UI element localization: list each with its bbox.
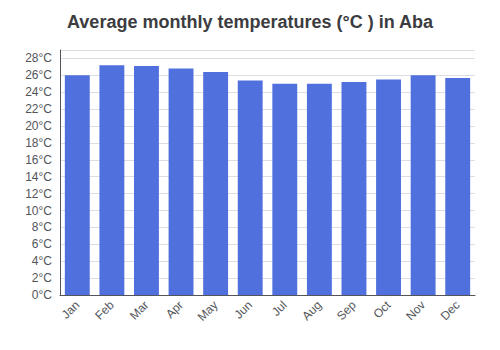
svg-text:Aug: Aug	[299, 298, 324, 323]
svg-text:May: May	[195, 298, 221, 324]
svg-text:2°C: 2°C	[32, 271, 52, 285]
svg-text:18°C: 18°C	[25, 136, 52, 150]
svg-text:4°C: 4°C	[32, 254, 52, 268]
svg-text:Average monthly temperatures (: Average monthly temperatures (°C ) in Ab…	[67, 12, 434, 32]
svg-text:8°C: 8°C	[32, 220, 52, 234]
svg-text:14°C: 14°C	[25, 170, 52, 184]
svg-text:Feb: Feb	[92, 298, 117, 323]
svg-text:Jan: Jan	[59, 298, 83, 322]
svg-text:Jun: Jun	[232, 298, 256, 322]
svg-text:6°C: 6°C	[32, 237, 52, 251]
svg-text:0°C: 0°C	[32, 288, 52, 302]
svg-text:22°C: 22°C	[25, 102, 52, 116]
svg-text:12°C: 12°C	[25, 187, 52, 201]
svg-text:Nov: Nov	[403, 298, 428, 323]
svg-text:Jul: Jul	[269, 298, 290, 319]
svg-text:16°C: 16°C	[25, 153, 52, 167]
svg-text:28°C: 28°C	[25, 51, 52, 65]
svg-text:Mar: Mar	[127, 298, 152, 322]
svg-text:24°C: 24°C	[25, 85, 52, 99]
svg-text:Oct: Oct	[370, 298, 394, 322]
svg-text:10°C: 10°C	[25, 204, 52, 218]
svg-text:26°C: 26°C	[25, 68, 52, 82]
svg-text:Dec: Dec	[438, 298, 463, 323]
svg-text:20°C: 20°C	[25, 119, 52, 133]
svg-text:Apr: Apr	[163, 298, 186, 321]
svg-text:Sep: Sep	[334, 298, 359, 323]
